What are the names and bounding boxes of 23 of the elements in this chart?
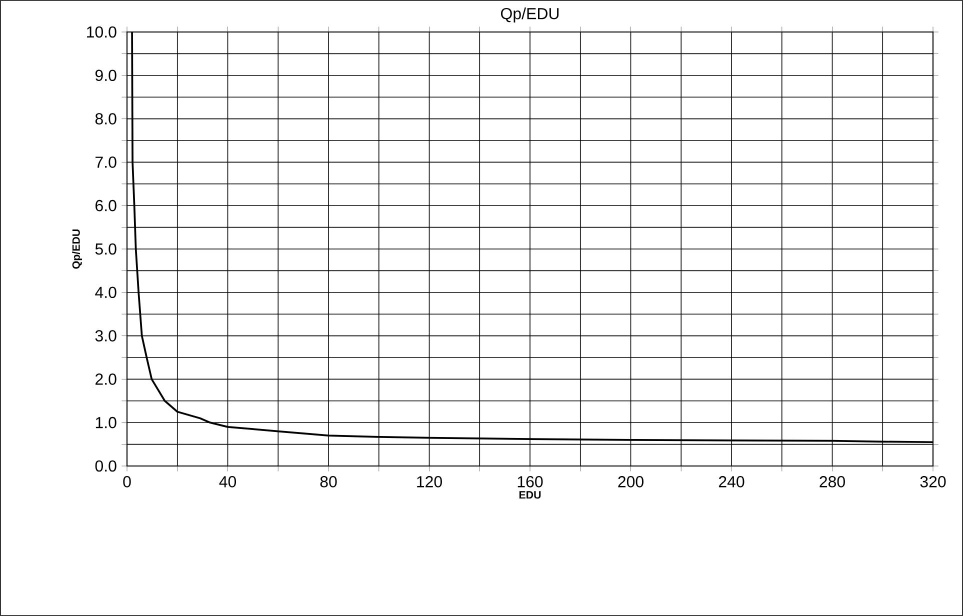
x-tick-label: 240 — [718, 476, 744, 488]
y-tick-label: 3.0 — [95, 330, 116, 342]
y-tick-label: 0.0 — [95, 460, 116, 472]
x-tick-label: 200 — [618, 476, 644, 488]
y-tick-label: 5.0 — [95, 243, 116, 255]
y-tick-label: 2.0 — [96, 374, 116, 385]
x-tick-label: 80 — [320, 476, 337, 488]
y-tick-label: 9.0 — [95, 70, 116, 82]
y-axis-title: Qp/EDU — [72, 230, 82, 269]
x-tick-label: 120 — [417, 476, 442, 488]
x-tick-label: 0 — [123, 476, 131, 488]
y-tick-label: 8.0 — [95, 113, 116, 124]
x-tick-label: 40 — [219, 476, 236, 488]
y-tick-label: 10.0 — [87, 26, 116, 38]
x-tick-label: 320 — [920, 476, 946, 488]
x-tick-label: 160 — [518, 476, 543, 488]
y-tick-label: 6.0 — [96, 200, 116, 212]
y-tick-label: 7.0 — [96, 156, 116, 168]
x-axis-title: EDU — [519, 491, 541, 499]
y-tick-label: 4.0 — [95, 286, 116, 298]
y-tick-label: 1.0 — [96, 416, 116, 428]
x-tick-label: 280 — [820, 476, 845, 488]
chart-title: Qp/EDU — [500, 8, 559, 22]
